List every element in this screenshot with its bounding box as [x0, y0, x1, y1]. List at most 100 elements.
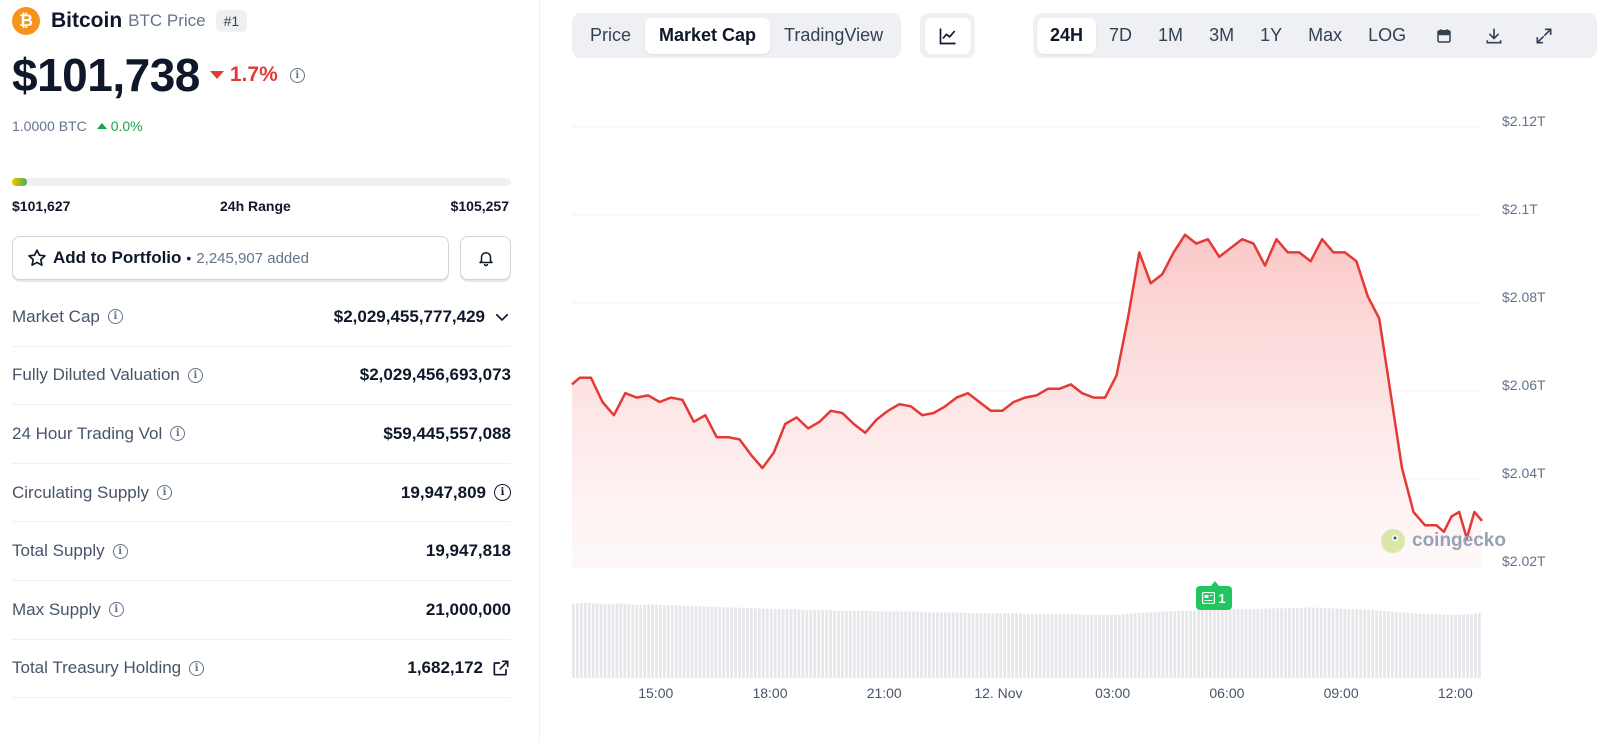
- volume-bar: [1296, 607, 1299, 678]
- volume-bar: [1355, 609, 1359, 678]
- volume-bar: [1173, 611, 1177, 678]
- volume-bar: [797, 609, 801, 678]
- volume-bar: [726, 607, 730, 678]
- volume-bar: [1462, 614, 1465, 678]
- volume-bar: [1406, 612, 1410, 678]
- volume-bar: [1398, 612, 1402, 678]
- volume-bar: [769, 609, 773, 678]
- volume-bar: [734, 607, 737, 678]
- coin-overview-panel: ₿ Bitcoin BTC Price #1 $101,738 1.7% i 1…: [0, 0, 540, 742]
- volume-bar: [1205, 610, 1208, 678]
- stats-table: Market Cap i $2,029,455,777,429 Fully Dilut…: [12, 288, 511, 699]
- volume-bar: [856, 610, 860, 678]
- x-tick-label: 09:00: [1324, 685, 1359, 701]
- volume-bar: [1438, 614, 1442, 678]
- info-icon[interactable]: i: [189, 660, 205, 676]
- volume-bar: [639, 605, 643, 678]
- range-7d[interactable]: 7D: [1109, 25, 1133, 45]
- volume-bar: [872, 610, 876, 678]
- volume-bar: [1458, 614, 1462, 678]
- info-icon[interactable]: i: [170, 426, 186, 442]
- current-price: $101,738: [12, 49, 200, 101]
- info-icon[interactable]: i: [108, 602, 124, 618]
- volume-bar: [1470, 613, 1473, 678]
- range-log[interactable]: LOG: [1368, 25, 1407, 45]
- volume-bar: [892, 611, 896, 678]
- expand-button[interactable]: [1519, 18, 1569, 54]
- volume-bar: [1114, 614, 1117, 678]
- volume-bar: [575, 603, 579, 678]
- volume-bar: [1086, 614, 1090, 678]
- add-to-portfolio-button[interactable]: Add to Portfolio • 2,245,907 added: [12, 236, 449, 280]
- range-max[interactable]: Max: [1308, 25, 1343, 45]
- range-3m[interactable]: 3M: [1209, 25, 1235, 45]
- volume-bar: [1216, 610, 1220, 678]
- volume-bar: [1284, 608, 1287, 678]
- volume-bar: [896, 611, 900, 678]
- volume-bar: [757, 608, 761, 678]
- volume-bar: [1078, 614, 1082, 678]
- volume-bar: [1422, 614, 1426, 678]
- range-low: $101,627: [12, 198, 71, 214]
- volume-bar: [1129, 613, 1133, 678]
- stat-label: Market Cap: [12, 306, 100, 326]
- volume-bar: [1193, 610, 1196, 678]
- tab-price[interactable]: Price: [590, 25, 632, 45]
- time-range-selector: 24H 7D 1M 3M 1Y Max LOG: [1033, 13, 1597, 58]
- chart-type-toggle[interactable]: [920, 13, 975, 58]
- bell-icon: [478, 252, 493, 267]
- volume-bar: [1276, 608, 1280, 678]
- range-1y[interactable]: 1Y: [1260, 25, 1283, 45]
- info-icon[interactable]: i: [107, 309, 123, 325]
- volume-bar: [785, 609, 789, 678]
- stat-row: Total Treasury Holding i 1,682,172: [12, 640, 511, 699]
- volume-bar: [647, 604, 650, 678]
- info-icon[interactable]: i: [157, 485, 173, 501]
- volume-bar: [1181, 610, 1185, 678]
- volume-bar: [1125, 613, 1129, 678]
- volume-bar: [1323, 608, 1327, 678]
- volume-bar: [1074, 614, 1078, 678]
- coin-name: Bitcoin: [51, 9, 123, 32]
- volume-bar: [678, 605, 682, 678]
- volume-bar: [1375, 610, 1378, 678]
- volume-bar: [1256, 609, 1260, 678]
- stat-value: 21,000,000: [425, 599, 511, 619]
- range-label: 24h Range: [220, 198, 291, 214]
- info-icon[interactable]: i: [187, 367, 203, 383]
- volume-bar: [1121, 614, 1125, 678]
- download-button[interactable]: [1469, 18, 1519, 54]
- volume-bar: [1062, 614, 1066, 678]
- stat-value: $59,445,557,088: [383, 423, 511, 443]
- calendar-icon: [1437, 28, 1451, 43]
- volume-bar: [908, 611, 912, 678]
- range-1m[interactable]: 1M: [1158, 25, 1184, 45]
- volume-bar: [1015, 613, 1018, 678]
- line-chart-button[interactable]: [924, 17, 971, 54]
- volume-bar: [880, 611, 884, 678]
- volume-bar: [1268, 608, 1272, 678]
- volume-bar: [1141, 612, 1145, 678]
- tab-market-cap[interactable]: Market Cap: [645, 17, 771, 54]
- volume-bar: [920, 612, 923, 678]
- tab-tradingview[interactable]: TradingView: [784, 25, 884, 45]
- y-tick-label: $2.06T: [1502, 377, 1546, 393]
- volume-bar: [1149, 612, 1153, 678]
- coin-header: ₿ Bitcoin BTC Price #1: [12, 7, 248, 35]
- external-link-icon[interactable]: [491, 658, 511, 678]
- volume-bar: [1189, 610, 1192, 678]
- volume-bar: [1118, 614, 1121, 678]
- price-alert-button[interactable]: [460, 236, 511, 280]
- star-icon: [28, 249, 46, 266]
- calendar-button[interactable]: [1419, 18, 1469, 54]
- info-icon[interactable]: i: [494, 484, 511, 502]
- volume-bar: [651, 604, 654, 678]
- info-icon[interactable]: i: [289, 67, 305, 83]
- chevron-down-icon[interactable]: [493, 308, 511, 326]
- volume-bar: [686, 605, 690, 678]
- stat-label: Max Supply: [12, 599, 101, 619]
- info-icon[interactable]: i: [112, 543, 128, 559]
- news-badge[interactable]: 1: [1196, 581, 1232, 610]
- range-24h[interactable]: 24H: [1037, 17, 1097, 54]
- volume-bar: [860, 610, 864, 678]
